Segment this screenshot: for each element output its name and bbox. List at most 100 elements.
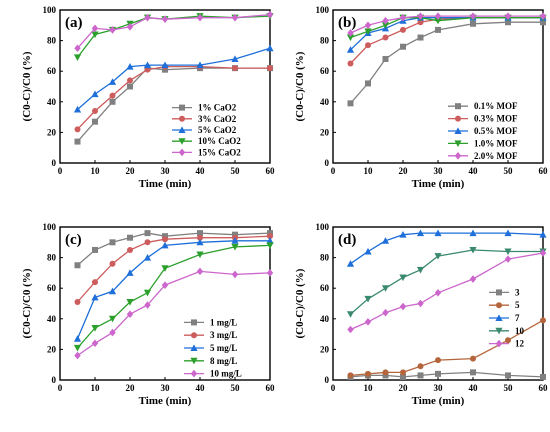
data-point [365,370,371,377]
data-point [347,372,354,379]
y-tick-label: 40 [47,97,57,107]
data-point [381,237,390,244]
data-point [231,243,239,251]
series-line [76,240,270,339]
data-point [91,324,99,332]
x-tick-label: 30 [434,383,444,393]
data-point [400,43,406,50]
data-point [469,229,477,237]
data-point [127,234,133,241]
data-point [91,90,99,98]
data-point [365,42,371,49]
data-point [540,373,546,380]
data-point [92,118,98,125]
data-point [144,230,151,237]
panel-label: (c) [65,232,82,248]
legend-label: 3 [515,287,520,297]
data-point [266,237,274,244]
data-point [74,138,81,145]
series-line [77,270,271,357]
data-point [347,325,354,334]
data-point [143,289,152,297]
data-point [417,34,424,41]
plot-frame [332,226,544,381]
x-tick-label: 40 [469,383,479,393]
data-point [74,298,81,305]
data-point [109,92,116,99]
x-axis-label: Time (min) [412,395,465,407]
series-line [350,21,543,104]
data-point [231,237,239,244]
data-point [267,65,273,72]
data-point [127,77,133,84]
plot-frame [59,226,271,381]
legend-marker [190,357,198,365]
x-tick-label: 50 [231,383,241,393]
panel-a: 0 10 20 30 40 50 60 0 20 40 60 80 100 Time (min) (C0-C… [21,5,275,190]
y-tick-label: 60 [320,66,330,76]
data-point [74,262,81,269]
legend-marker [495,314,503,321]
x-tick-label: 30 [161,166,171,176]
data-point [382,55,389,62]
data-point [434,229,442,237]
data-point [400,373,406,380]
data-point [400,26,406,33]
x-tick-label: 30 [434,166,444,176]
data-point [416,266,425,274]
data-point [196,13,204,22]
legend-label: 10% CaO2 [198,136,241,146]
y-tick-label: 20 [320,344,330,354]
legend: 0.1% MOF 0.3% MOF 0.5% MOF 1.0% MOF 2.0% MOF [448,101,518,161]
y-axis-label: (C0-C)/C0 (%) [294,268,306,338]
data-point [266,242,274,249]
data-point [127,83,133,90]
y-tick-label: 60 [47,283,57,293]
data-point [231,55,239,62]
legend-marker [454,152,462,160]
y-tick-label: 60 [47,66,57,76]
data-point [231,270,239,279]
y-tick-label: 100 [316,222,330,232]
series-line [77,65,270,130]
data-point [382,16,389,25]
data-point [126,23,134,31]
data-point [504,255,512,263]
legend-marker [455,103,461,110]
data-point [91,339,99,348]
data-point [143,254,152,261]
series-line [77,244,271,349]
data-point [266,269,274,277]
legend-marker [178,148,186,157]
data-point [144,239,151,246]
legend-marker [454,127,462,134]
x-tick-label: 10 [91,383,101,393]
data-point [109,260,116,267]
panel-label: (d) [338,232,356,248]
data-point [196,238,204,246]
x-axis-label: Time (min) [139,178,192,190]
legend-marker [178,138,186,145]
data-point [92,246,98,253]
data-point [73,344,82,352]
y-tick-label: 40 [320,314,330,324]
panel-c: 0 10 20 30 40 50 60 0 20 40 60 80 100 Time (min) (C0-C… [21,222,275,407]
y-tick-label: 100 [43,222,57,232]
data-point [417,12,424,20]
data-point [231,13,239,22]
data-point [505,19,511,26]
data-point [364,318,372,326]
x-tick-label: 40 [196,383,206,393]
y-tick-label: 0 [325,158,330,168]
series-line [350,232,544,265]
data-point [364,21,372,30]
y-tick-label: 60 [320,283,330,293]
data-point [347,60,354,67]
y-tick-label: 0 [52,375,57,385]
legend-marker [496,302,502,309]
data-point [73,54,82,62]
legend-marker [454,140,462,147]
x-tick-label: 60 [539,383,549,393]
legend-label: 3% CaO2 [198,114,237,124]
